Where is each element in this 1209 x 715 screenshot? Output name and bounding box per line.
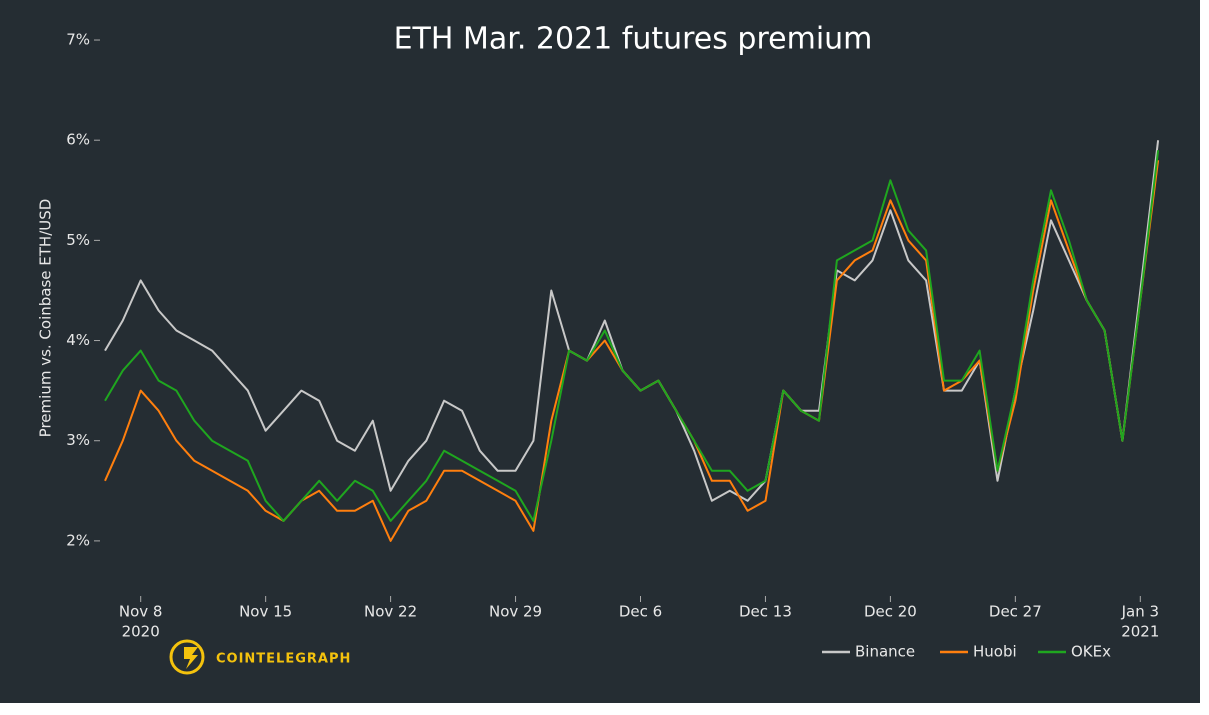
y-axis-label: Premium vs. Coinbase ETH/USD xyxy=(37,199,55,438)
legend-label: Huobi xyxy=(973,643,1017,661)
x-tick-label: Nov 29 xyxy=(489,603,542,621)
brand: COINTELEGRAPH xyxy=(216,652,351,667)
logo-bolt xyxy=(184,647,198,669)
y-tick-label: 6% xyxy=(66,131,90,149)
x-tick-label: Dec 27 xyxy=(989,603,1042,621)
x-tick-label: Dec 6 xyxy=(619,603,662,621)
chart-title: ETH Mar. 2021 futures premium xyxy=(394,22,873,57)
x-tick-label: Dec 20 xyxy=(864,603,917,621)
legend-label: Binance xyxy=(855,643,915,661)
logo xyxy=(169,639,205,675)
y-tick-label: 7% xyxy=(66,31,90,49)
series-line xyxy=(104,150,1160,522)
x-tick-sublabel: 2020 xyxy=(122,623,160,641)
legend-label: OKEx xyxy=(1071,643,1111,661)
logo-icon xyxy=(169,639,205,675)
x-tick-label: Nov 15 xyxy=(239,603,292,621)
x-tick-label: Jan 3 xyxy=(1121,603,1159,621)
y-tick-label: 5% xyxy=(66,231,90,249)
x-tick-label: Nov 8 xyxy=(119,603,163,621)
x-tick-label: Nov 22 xyxy=(364,603,417,621)
y-tick-label: 4% xyxy=(66,331,90,349)
x-tick-sublabel: 2021 xyxy=(1121,623,1159,641)
y-tick-label: 3% xyxy=(66,431,90,449)
y-tick-label: 2% xyxy=(66,531,90,549)
x-tick-label: Dec 13 xyxy=(739,603,792,621)
background xyxy=(0,0,1200,703)
